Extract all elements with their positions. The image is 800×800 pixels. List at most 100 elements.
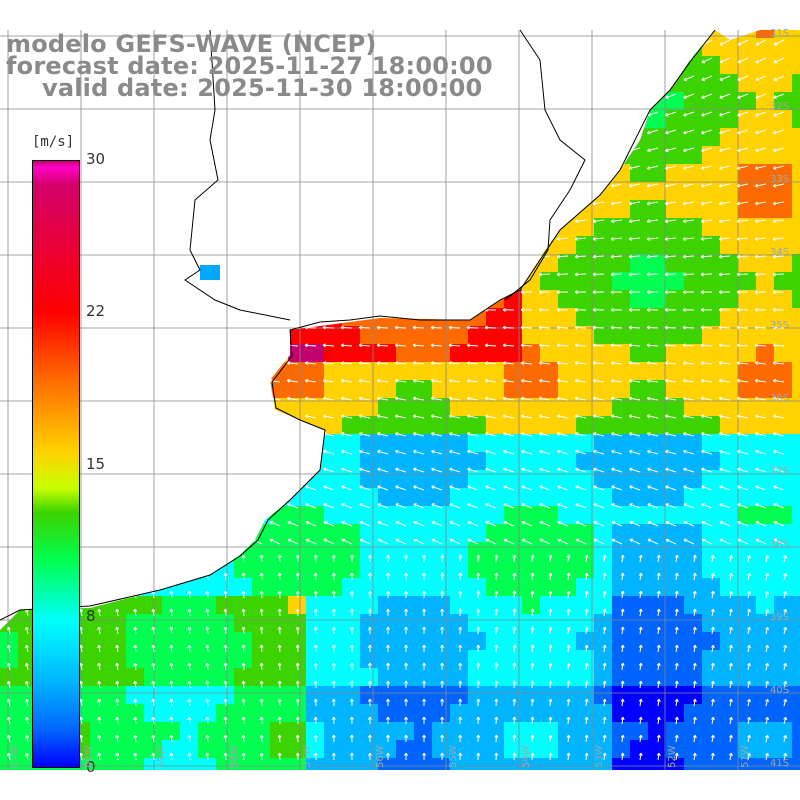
wind-arrow: [629, 39, 641, 46]
wind-arrow: [701, 503, 713, 509]
wind-arrow: [638, 734, 643, 743]
wind-cell: [684, 434, 702, 452]
wind-cell: [702, 488, 720, 506]
wind-arrow: [430, 272, 443, 277]
wind-arrow: [682, 378, 695, 383]
wind-arrow: [638, 626, 643, 635]
wind-cell: [414, 758, 432, 770]
wind-cell: [738, 632, 756, 650]
wind-cell: [180, 236, 198, 254]
wind-cell: [612, 560, 630, 578]
wind-arrow: [233, 485, 245, 491]
wind-cell: [612, 632, 630, 650]
wind-arrow: [259, 644, 264, 653]
wind-cell: [450, 470, 468, 488]
wind-cell: [756, 254, 774, 272]
wind-cell: [720, 290, 738, 308]
wind-arrow: [367, 608, 372, 617]
wind-arrow: [259, 752, 264, 761]
wind-arrow: [783, 644, 788, 653]
wind-arrow: [484, 396, 497, 401]
wind-arrow: [440, 626, 445, 635]
wind-cell: [396, 200, 414, 218]
wind-cell: [648, 182, 666, 200]
wind-cell: [468, 416, 486, 434]
wind-cell: [342, 524, 360, 542]
wind-arrow: [341, 485, 353, 491]
wind-arrow: [160, 272, 173, 277]
wind-cell: [216, 236, 234, 254]
wind-cell: [630, 416, 648, 434]
wind-arrow: [503, 467, 515, 473]
wind-cell: [414, 290, 432, 308]
wind-arrow: [277, 554, 282, 563]
wind-cell: [432, 416, 450, 434]
wind-arrow: [458, 734, 463, 743]
wind-cell: [324, 722, 342, 740]
wind-arrow: [674, 644, 679, 653]
wind-cell: [450, 182, 468, 200]
wind-cell: [648, 704, 666, 722]
wind-cell: [576, 326, 594, 344]
wind-cell: [198, 416, 216, 434]
wind-arrow: [358, 254, 371, 259]
wind-cell: [738, 416, 756, 434]
wind-arrow: [718, 290, 731, 295]
wind-arrow: [16, 165, 29, 170]
wind-cell: [486, 524, 504, 542]
wind-arrow: [592, 165, 605, 170]
wind-arrow: [24, 590, 29, 599]
wind-cell: [684, 146, 702, 164]
wind-cell: [216, 578, 234, 596]
wind-arrow: [628, 396, 641, 401]
wind-arrow: [772, 290, 785, 295]
wind-cell: [486, 416, 504, 434]
wind-cell: [720, 542, 738, 560]
wind-arrow: [358, 361, 371, 365]
wind-arrow: [17, 93, 29, 99]
wind-arrow: [340, 378, 353, 383]
wind-cell: [594, 614, 612, 632]
wind-cell: [684, 542, 702, 560]
wind-arrow: [548, 734, 553, 743]
wind-cell: [306, 596, 324, 614]
wind-cell: [648, 488, 666, 506]
wind-cell: [738, 560, 756, 578]
wind-cell: [522, 686, 540, 704]
wind-cell: [756, 308, 774, 326]
longitude-label: 61W: [10, 745, 21, 768]
wind-arrow: [458, 590, 463, 599]
wind-arrow: [440, 590, 445, 599]
wind-cell: [360, 686, 378, 704]
wind-cell: [288, 650, 306, 668]
wind-arrow: [665, 93, 677, 99]
wind-cell: [720, 182, 738, 200]
wind-arrow: [107, 449, 119, 455]
wind-cell: [324, 506, 342, 524]
wind-cell: [162, 182, 180, 200]
wind-arrow: [665, 503, 677, 509]
title-valid-date: valid date: 2025-11-30 18:00:00: [42, 74, 483, 102]
wind-arrow: [602, 698, 607, 707]
wind-cell: [198, 632, 216, 650]
wind-arrow: [494, 608, 499, 617]
wind-arrow: [376, 183, 389, 188]
longitude-label: 58W: [229, 745, 240, 768]
wind-cell: [612, 290, 630, 308]
wind-arrow: [710, 590, 715, 599]
wind-arrow: [0, 236, 11, 241]
wind-arrow: [719, 538, 731, 545]
wind-cell: [144, 308, 162, 326]
wind-cell: [432, 272, 450, 290]
wind-cell: [522, 542, 540, 560]
wind-arrow: [584, 554, 589, 563]
latitude-label: 35S: [770, 320, 790, 331]
wind-cell: [522, 740, 540, 758]
wind-arrow: [647, 57, 659, 64]
wind-cell: [378, 542, 396, 560]
wind-cell: [144, 182, 162, 200]
wind-cell: [126, 128, 144, 146]
wind-arrow: [502, 290, 515, 295]
wind-arrow: [575, 467, 587, 473]
wind-cell: [432, 740, 450, 758]
